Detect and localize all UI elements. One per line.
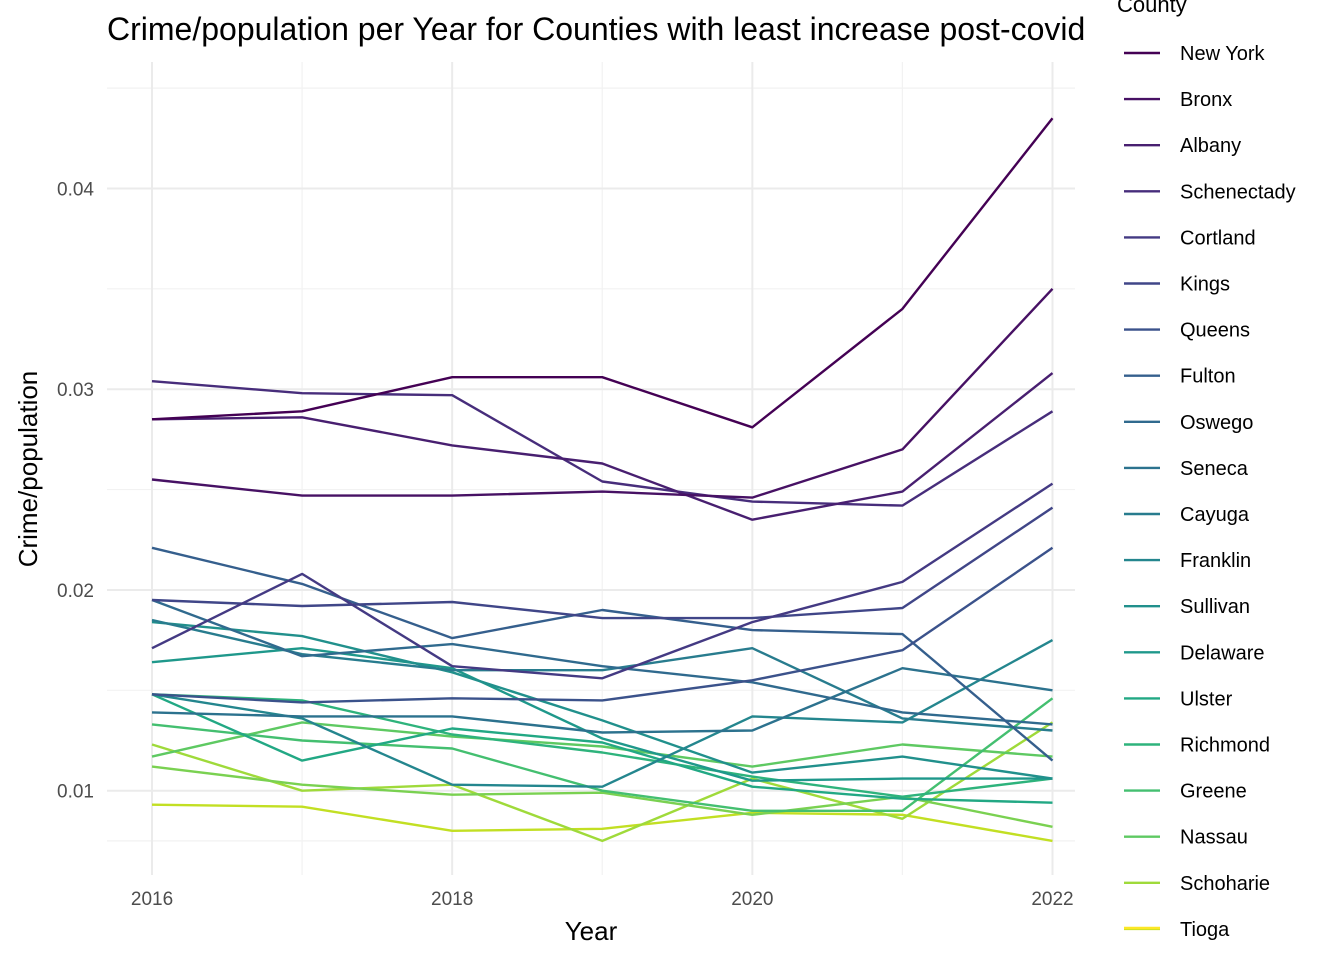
x-tick-labels: 2016 2018 2020 2022 xyxy=(131,889,1074,910)
series-line xyxy=(151,546,1054,762)
legend-label: Tioga xyxy=(1180,919,1230,941)
series-line xyxy=(151,697,1054,812)
series-lines xyxy=(151,117,1054,843)
series-line xyxy=(151,380,1054,507)
legend-label: Seneca xyxy=(1180,458,1249,480)
legend: County New York Bronx Albany Schenectady Cor… xyxy=(1117,0,1296,941)
grid xyxy=(107,62,1075,875)
series-line xyxy=(151,482,1054,680)
legend-label: Cayuga xyxy=(1180,504,1250,526)
series-line xyxy=(151,721,1053,768)
series-line xyxy=(151,546,1054,704)
y-tick-label: 0.03 xyxy=(57,380,94,401)
series-line xyxy=(151,598,1053,726)
series-line xyxy=(151,618,1053,732)
series-line xyxy=(151,372,1054,521)
chart-title: Crime/population per Year for Counties w… xyxy=(107,11,1085,47)
series-line xyxy=(151,639,1054,788)
series-line xyxy=(151,803,1053,843)
y-tick-label: 0.02 xyxy=(57,581,94,602)
y-tick-label: 0.04 xyxy=(57,179,94,200)
x-tick-label: 2020 xyxy=(731,889,773,910)
series-line xyxy=(151,506,1054,620)
legend-title: County xyxy=(1117,0,1187,17)
y-tick-label: 0.01 xyxy=(57,782,94,803)
legend-label: Greene xyxy=(1180,781,1247,803)
legend-label: New York xyxy=(1180,43,1265,65)
series-line xyxy=(151,693,1053,798)
legend-label: Fulton xyxy=(1180,366,1236,388)
x-tick-label: 2022 xyxy=(1031,889,1073,910)
legend-label: Bronx xyxy=(1180,89,1232,111)
x-tick-label: 2018 xyxy=(431,889,473,910)
series-line xyxy=(151,693,1053,804)
legend-label: Queens xyxy=(1180,320,1250,342)
legend-label: Nassau xyxy=(1180,827,1248,849)
legend-label: Schenectady xyxy=(1180,181,1296,203)
legend-label: Cortland xyxy=(1180,227,1256,249)
series-line xyxy=(151,287,1054,499)
legend-label: Schoharie xyxy=(1180,873,1270,895)
legend-label: Kings xyxy=(1180,274,1230,296)
legend-label: Richmond xyxy=(1180,735,1270,757)
legend-label: Franklin xyxy=(1180,550,1251,572)
y-tick-labels: 0.01 0.02 0.03 0.04 xyxy=(57,179,94,802)
series-line xyxy=(151,620,1053,780)
series-line xyxy=(151,647,1053,782)
legend-label: Sullivan xyxy=(1180,596,1250,618)
legend-label: Albany xyxy=(1180,135,1241,157)
legend-label: Oswego xyxy=(1180,412,1253,434)
series-line xyxy=(151,117,1054,429)
legend-label: Ulster xyxy=(1180,688,1233,710)
x-axis-title: Year xyxy=(565,916,618,946)
series-line xyxy=(151,667,1053,734)
legend-label: Delaware xyxy=(1180,642,1264,664)
x-tick-label: 2016 xyxy=(131,889,173,910)
y-axis-title: Crime/population xyxy=(13,371,43,568)
series-line xyxy=(151,721,1054,843)
